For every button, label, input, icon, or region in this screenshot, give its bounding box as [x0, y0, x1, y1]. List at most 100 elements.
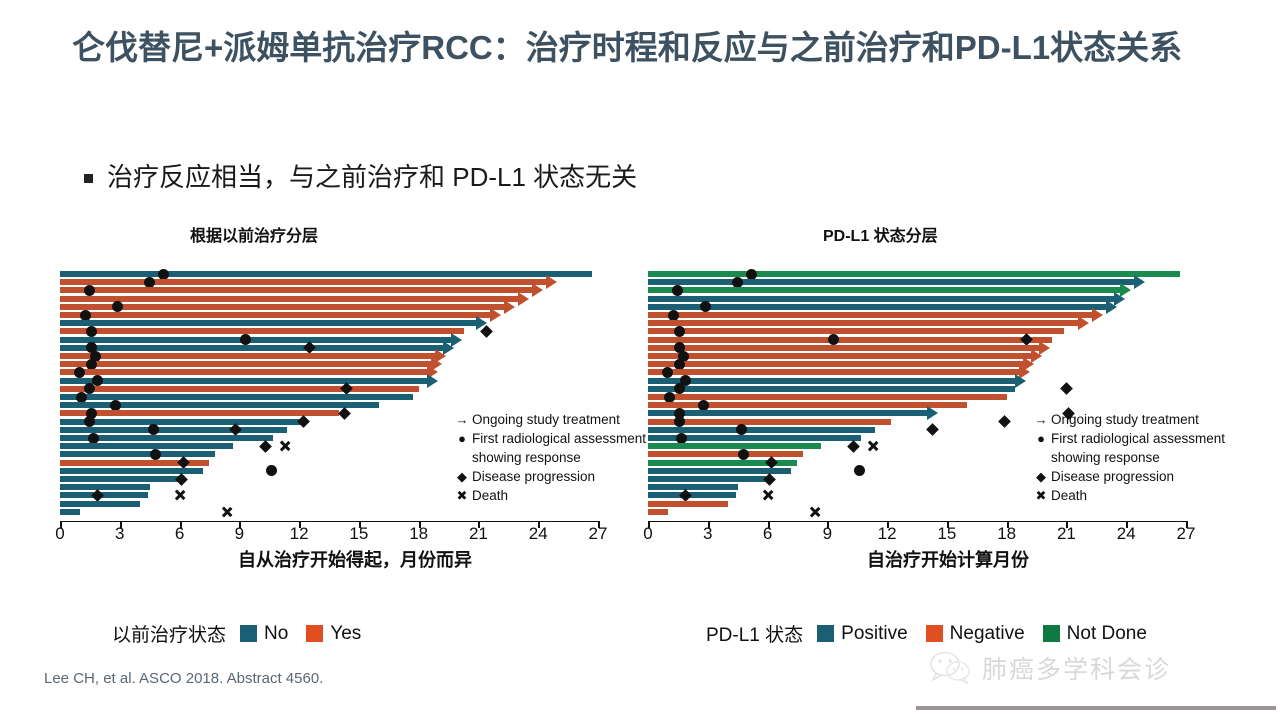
legend-label: showing response — [1051, 450, 1160, 465]
bar-body — [648, 328, 1065, 335]
circle-marker-icon — [76, 391, 88, 403]
bar-body — [648, 353, 1031, 359]
swimmer-bar — [60, 328, 465, 335]
swimmer-bar — [648, 394, 1007, 400]
axis-tick — [239, 521, 242, 528]
swimmer-bar — [60, 349, 446, 363]
circle-marker-icon — [265, 465, 277, 477]
circle-marker-icon — [86, 325, 98, 337]
swimmer-bar — [60, 410, 339, 417]
ongoing-arrow-icon — [1014, 373, 1026, 388]
circle-marker-icon — [74, 366, 86, 378]
circle-marker-icon — [150, 448, 162, 460]
bar-body — [60, 426, 288, 433]
swimmer-bar — [60, 418, 304, 425]
axis-tick — [418, 521, 421, 528]
bar-body — [60, 500, 140, 507]
axis-tick-label: 6 — [762, 524, 773, 543]
diamond-marker-icon — [258, 439, 272, 453]
legend-item-ongoing: → Ongoing study treatment — [452, 411, 702, 429]
axis-tick-label: 9 — [234, 524, 245, 543]
swimmer-bar — [648, 357, 1034, 372]
legend-item-death: ✖ Death — [452, 487, 702, 505]
swimmer-bar — [60, 459, 210, 466]
bar-body — [60, 369, 427, 376]
bar-body — [648, 484, 738, 491]
ongoing-arrow-icon — [1078, 316, 1090, 331]
axis-tick-label: 15 — [937, 524, 957, 543]
circle-marker-icon — [674, 407, 686, 419]
circle-marker-icon — [158, 268, 170, 280]
diamond-marker-icon — [998, 415, 1012, 428]
bar-body — [60, 394, 413, 400]
swimmer-bar — [60, 283, 544, 298]
axis-tick-label: 0 — [55, 524, 65, 543]
axis-tick — [299, 521, 302, 528]
axis-tick — [1066, 521, 1069, 528]
swimmer-bar — [648, 299, 1118, 314]
legend-label: First radiological assessment — [472, 431, 647, 446]
circle-marker-icon — [664, 391, 676, 403]
cross-marker-icon — [279, 440, 291, 452]
legend-item-ongoing: → Ongoing study treatment — [1031, 411, 1280, 429]
swimmer-bar — [648, 373, 1026, 388]
ongoing-arrow-icon — [434, 349, 446, 363]
swimmer-bar — [648, 283, 1132, 298]
bar-body — [648, 402, 967, 409]
bullet-row: 治疗反应相当，与之前治疗和 PD-L1 状态无关 — [84, 160, 637, 194]
color-swatch — [240, 625, 258, 642]
ongoing-arrow-icon — [426, 365, 438, 380]
axis-tick — [60, 521, 62, 528]
swimmer-bar — [648, 271, 1181, 277]
swimmer-bar — [648, 340, 1050, 355]
swimmer-bar — [648, 435, 862, 441]
cross-icon: ✖ — [456, 488, 468, 503]
legend-label: First radiological assessment — [1051, 431, 1226, 446]
axis-tick-label: 21 — [1056, 524, 1076, 543]
circle-marker-icon — [86, 358, 98, 370]
bar-body — [648, 394, 1007, 400]
axis-tick-label: 21 — [468, 524, 488, 543]
swimmer-bar — [648, 451, 804, 458]
axis-tick-label: 18 — [409, 524, 429, 543]
chart-title-right: PD-L1 状态分层 — [823, 228, 938, 245]
chart-panel-right: PD-L1 状态分层 → Ongoing study treatment ● F… — [643, 225, 1248, 635]
bar-body — [648, 312, 1093, 318]
axis-tick — [1006, 521, 1009, 528]
bar-container-right — [648, 268, 1248, 521]
circle-marker-icon — [674, 358, 686, 370]
axis-tick — [1186, 521, 1188, 528]
circle-marker-icon — [827, 334, 839, 346]
series-label: Negative — [949, 622, 1025, 644]
series-legend-left: 以前治疗状态 No Yes — [112, 620, 379, 647]
circle-marker-icon — [80, 309, 92, 321]
axis-tick — [119, 521, 122, 528]
swimmer-bar — [60, 467, 204, 474]
swimmer-bar — [60, 275, 558, 290]
legend-item-response-cont: showing response — [452, 449, 702, 467]
swimmer-plot-right: → Ongoing study treatment ● First radiol… — [648, 268, 1248, 521]
circle-marker-icon — [668, 309, 680, 321]
circle-marker-icon — [88, 432, 100, 444]
circle-marker-icon — [112, 301, 124, 313]
ongoing-arrow-icon — [1092, 308, 1104, 322]
circle-marker-icon — [732, 276, 744, 288]
axis-tick-label: 0 — [643, 524, 653, 543]
bar-body — [648, 467, 792, 474]
legend-item-death: ✖ Death — [1031, 487, 1280, 505]
cross-marker-icon — [809, 506, 821, 518]
bar-body — [60, 361, 431, 368]
ongoing-arrow-icon — [450, 332, 462, 347]
bar-body — [60, 443, 234, 450]
ongoing-arrow-icon — [1030, 349, 1042, 363]
watermark-text: 肺癌多学科会诊 — [982, 656, 1172, 684]
bar-body — [60, 377, 427, 384]
bullet-text: 治疗反应相当，与之前治疗和 PD-L1 状态无关 — [107, 162, 638, 192]
plot-legend-left: → Ongoing study treatment ● First radiol… — [452, 411, 702, 506]
x-axis-caption-right: 自治疗开始计算月份 — [867, 550, 1029, 570]
series-legend-item: Not Done — [1042, 623, 1147, 645]
axis-tick — [478, 521, 481, 528]
circle-marker-icon — [680, 375, 692, 387]
bar-body — [648, 336, 1053, 343]
swimmer-bar — [60, 508, 80, 515]
